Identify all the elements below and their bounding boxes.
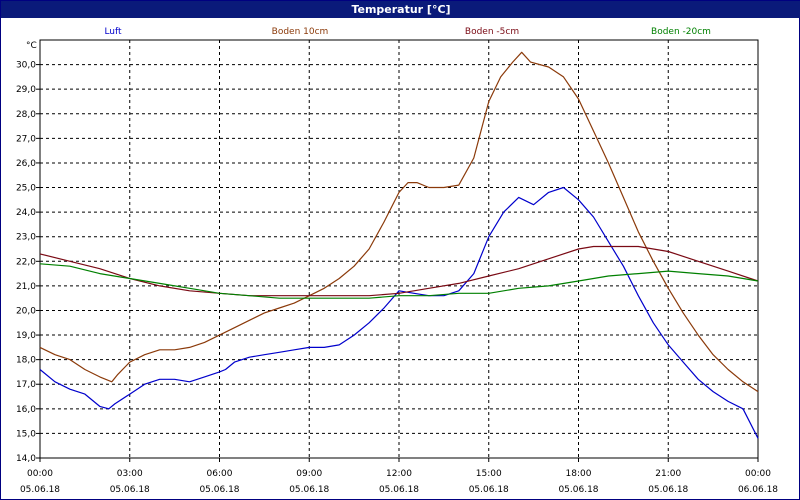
- x-tick-time-label: 21:00: [655, 469, 681, 479]
- y-tick-label: 20,0: [16, 306, 36, 316]
- x-tick-date-label: 05.06.18: [469, 485, 509, 495]
- grid-lines: [40, 40, 758, 458]
- y-tick-label: 14,0: [16, 454, 36, 464]
- x-tick-date-label: 06.06.18: [738, 485, 778, 495]
- x-tick-date-label: 05.06.18: [199, 485, 239, 495]
- y-tick-label: 25,0: [16, 184, 36, 194]
- y-tick-label: 23,0: [16, 233, 36, 243]
- legend: Luft Boden 10cm Boden -5cm Boden -20cm: [104, 27, 711, 37]
- series-line: [39, 51, 759, 393]
- x-tick-time-label: 09:00: [296, 469, 322, 479]
- y-tick-label: 17,0: [16, 380, 36, 390]
- legend-entry: Luft: [104, 27, 122, 37]
- y-tick-label: 26,0: [16, 159, 36, 169]
- y-tick-label: 28,0: [16, 110, 36, 120]
- y-tick-label: 15,0: [16, 429, 36, 439]
- chart-title: Temperatur [°C]: [1, 1, 800, 18]
- y-tick-label: 19,0: [16, 331, 36, 341]
- series-line: [39, 186, 759, 439]
- y-axis-ticks: 14,0 15,0 16,0 17,0 18,0 19,0 20,0 21,0 22,0 23,0…: [16, 61, 40, 464]
- y-tick-label: 22,0: [16, 257, 36, 267]
- x-tick-time-label: 15:00: [476, 469, 502, 479]
- legend-entry: Boden 10cm: [272, 27, 329, 37]
- x-tick-time-label: 12:00: [386, 469, 412, 479]
- y-tick-label: 24,0: [16, 208, 36, 218]
- series-line: [39, 245, 759, 297]
- x-tick-time-label: 00:00: [27, 469, 53, 479]
- y-tick-label: 27,0: [16, 134, 36, 144]
- x-tick-date-label: 05.06.18: [20, 485, 60, 495]
- x-tick-date-label: 05.06.18: [558, 485, 598, 495]
- x-tick-date-label: 05.06.18: [648, 485, 688, 495]
- y-tick-label: 21,0: [16, 282, 36, 292]
- x-axis-ticks: 00:00 05.06.18 03:00 05.06.18 06:00 05.06.18 0…: [20, 458, 778, 495]
- x-tick-time-label: 00:00: [745, 469, 771, 479]
- y-axis-unit-label: °C: [26, 41, 37, 51]
- y-tick-label: 18,0: [16, 356, 36, 366]
- x-tick-time-label: 06:00: [207, 469, 233, 479]
- legend-entry: Boden -5cm: [465, 27, 519, 37]
- y-tick-label: 16,0: [16, 405, 36, 415]
- x-tick-time-label: 03:00: [117, 469, 143, 479]
- series-line: [39, 263, 759, 299]
- x-tick-time-label: 18:00: [566, 469, 592, 479]
- x-tick-date-label: 05.06.18: [379, 485, 419, 495]
- y-tick-label: 30,0: [16, 61, 36, 71]
- y-tick-label: 29,0: [16, 85, 36, 95]
- data-series: [39, 51, 759, 439]
- x-tick-date-label: 05.06.18: [110, 485, 150, 495]
- x-tick-date-label: 05.06.18: [289, 485, 329, 495]
- legend-entry: Boden -20cm: [651, 27, 711, 37]
